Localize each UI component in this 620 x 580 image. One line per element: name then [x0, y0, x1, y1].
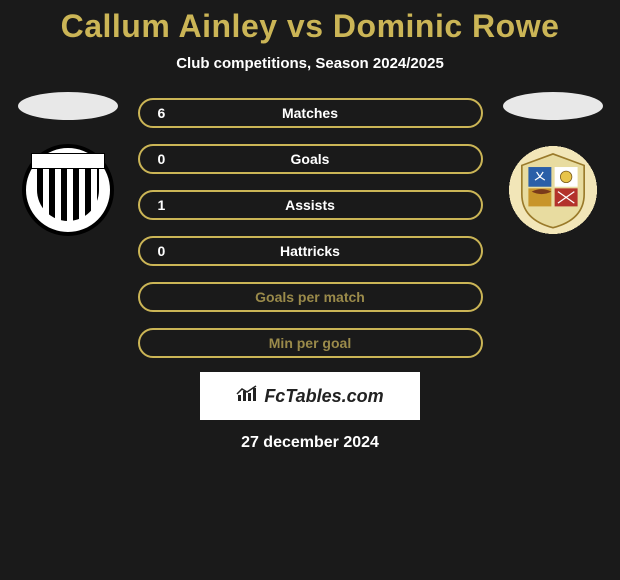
stat-left-value: 1 [158, 197, 166, 213]
generation-date: 27 december 2024 [0, 434, 620, 452]
stat-bar-matches: 6 Matches [138, 98, 483, 128]
stat-left-value: 0 [158, 151, 166, 167]
watermark-text: FcTables.com [264, 386, 383, 407]
main-row: 6 Matches 0 Goals 1 Assists 0 Hattricks [0, 92, 620, 358]
stat-bar-goals: 0 Goals [138, 144, 483, 174]
stat-left-value: 6 [158, 105, 166, 121]
stat-label: Hattricks [158, 243, 463, 259]
stats-column: 6 Matches 0 Goals 1 Assists 0 Hattricks [138, 92, 483, 358]
stat-label: Goals [158, 151, 463, 167]
stat-bar-goals-per-match: Goals per match [138, 282, 483, 312]
stat-label: Matches [158, 105, 463, 121]
comparison-card: Callum Ainley vs Dominic Rowe Club compe… [0, 0, 620, 452]
page-subtitle: Club competitions, Season 2024/2025 [0, 55, 620, 72]
stat-bar-hattricks: 0 Hattricks [138, 236, 483, 266]
ramsgate-crest-icon [507, 144, 599, 236]
chart-icon [236, 385, 258, 408]
stat-bar-min-per-goal: Min per goal [138, 328, 483, 358]
stat-label: Min per goal [158, 335, 463, 351]
stat-bar-assists: 1 Assists [138, 190, 483, 220]
stat-label: Assists [158, 197, 463, 213]
stat-left-value: 0 [158, 243, 166, 259]
right-player-column [495, 92, 610, 236]
page-title: Callum Ainley vs Dominic Rowe [0, 8, 620, 45]
right-player-photo-placeholder [503, 92, 603, 120]
left-player-column [10, 92, 125, 236]
watermark: FcTables.com [200, 372, 420, 420]
grimsby-town-crest-icon [22, 144, 114, 236]
left-player-photo-placeholder [18, 92, 118, 120]
stat-label: Goals per match [158, 289, 463, 305]
